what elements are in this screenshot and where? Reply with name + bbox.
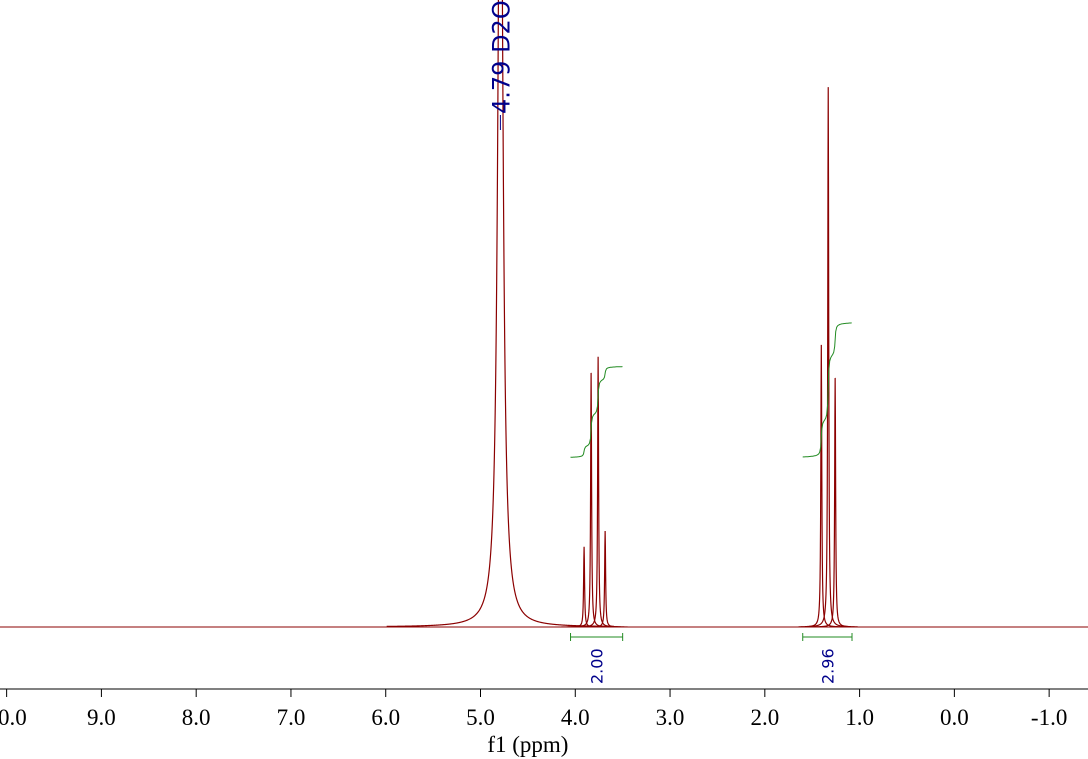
peak: [582, 531, 628, 628]
x-tick-label: 3.0: [656, 705, 685, 730]
peak-label: 4.79 D2O: [487, 0, 515, 114]
peak: [798, 344, 844, 628]
integral-curve: [802, 322, 852, 458]
integral-label: 2.96: [818, 648, 837, 684]
x-tick-label: 6.0: [371, 705, 400, 730]
x-tick-label: 10.0: [0, 705, 27, 730]
integral-label: 2.00: [588, 648, 607, 684]
x-tick-label: 5.0: [466, 705, 495, 730]
x-axis-label: f1 (ppm): [487, 732, 568, 757]
peak: [805, 87, 851, 628]
x-tick-label: 7.0: [277, 705, 306, 730]
x-tick-label: 9.0: [87, 705, 116, 730]
x-tick-label: 1.0: [845, 705, 874, 730]
x-tick-label: 2.0: [750, 705, 779, 730]
peak: [812, 377, 858, 628]
integral-curve: [570, 366, 623, 458]
x-tick-label: 0.0: [940, 705, 969, 730]
peak: [386, 0, 614, 628]
peak: [568, 372, 614, 628]
x-tick-label: 8.0: [182, 705, 211, 730]
x-tick-label: 4.0: [561, 705, 590, 730]
x-tick-label: -1.0: [1031, 705, 1067, 730]
